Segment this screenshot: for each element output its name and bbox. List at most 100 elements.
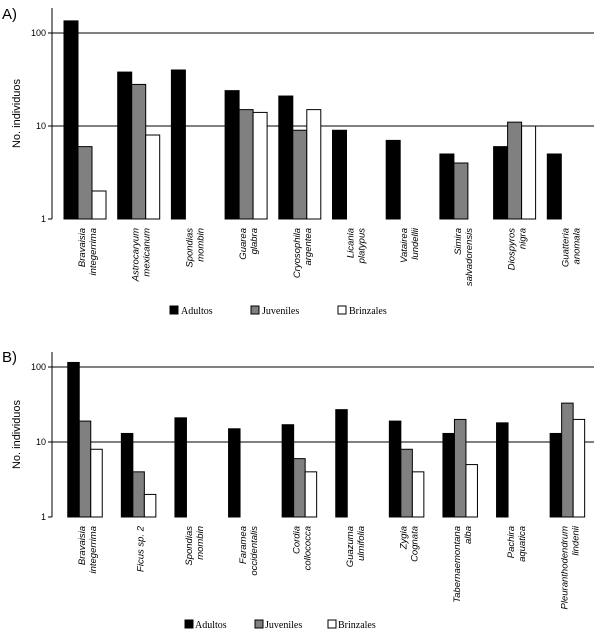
category-label: Cordiacollococca [291,526,313,570]
category-label-line: Diospyros [507,228,518,270]
bar-brinzales [90,448,103,518]
bar-juveniles [292,129,308,220]
legend-label: Juveniles [265,620,302,631]
bar-brinzales [304,471,318,518]
panel-label: A) [2,6,17,23]
category-label-line: Licania [346,228,357,258]
bar-adultos [493,146,509,220]
panel-label: B) [2,349,17,366]
category-label: Guatteriaanomala [560,228,582,267]
category-label-line: argentea [303,228,314,266]
bar-adultos [170,69,186,220]
category-label-line: Pleuranthodendrum [559,526,570,610]
category-label: Ficus sp. 2 [136,525,147,572]
category-label: Guareaglabra [238,228,260,260]
category-label: Guazumaulmifolia [345,526,367,567]
category-label-line: integerrima [88,526,99,574]
category-label-line: Tabernaemontana [452,526,463,603]
bar-adultos [388,420,402,518]
category-label-line: platypus [357,228,368,265]
bar-juveniles [132,471,145,518]
bar-brinzales [572,418,586,518]
category-label: Spondiasmombin [184,526,206,566]
category-label: Pachiraaquatica [506,526,528,562]
y-tick-label: 100 [31,28,46,38]
y-axis-label: No. individuos [11,399,23,469]
legend: Adultos Juveniles Brinzales [169,305,387,317]
bar-adultos [63,20,79,220]
category-label: Vatairealundellii [399,227,421,263]
category-label-line: occidentalis [249,526,260,576]
bar-adultos [332,129,347,220]
bar-adultos [228,428,241,518]
category-label-line: Guatteria [560,228,571,267]
bar-juveniles [453,162,469,220]
category-label-line: Guazuma [345,526,356,567]
bar-juveniles [131,83,147,220]
category-label-line: lundellii [410,227,421,260]
category-label-line: glabra [249,228,260,254]
bar-brinzales [521,125,537,220]
category-label: Spondiasmombin [184,228,206,268]
category-label-line: Spondias [184,228,195,268]
bar-brinzales [411,471,425,518]
bar-brinzales [465,464,478,518]
category-label-line: Guarea [238,228,249,260]
y-tick-label: 10 [36,437,46,447]
bar-juveniles [293,458,306,518]
category-label-line: Cordia [291,526,302,554]
category-label-line: mombin [195,228,206,262]
category-label-line: Bravaisia [77,526,88,565]
category-label-line: mombin [195,526,206,560]
legend-swatch [250,305,260,315]
y-tick-label: 1 [41,512,46,522]
category-label: Astrocaryummexicanum [131,228,153,282]
legend-label: Brinzales [338,620,376,631]
category-label-line: Cryosophila [292,228,303,278]
bar-brinzales [91,190,107,220]
category-label-line: aquatica [517,526,528,562]
category-label: Pleuranthodendrumlindenii [559,525,581,609]
category-label-line: Zygia [399,526,410,550]
bar-adultos [224,90,240,220]
bar-adultos [496,422,509,518]
y-tick-label: 10 [36,121,46,131]
bar-brinzales [143,493,157,518]
bar-adultos [67,361,80,518]
chart-panel-1: A) 1 10 100 No. individuos Bravaisiaintegerri… [2,6,594,317]
bar-adultos [546,153,562,220]
bar-brinzales [306,109,322,220]
bar-brinzales [252,111,268,220]
category-label: Licaniaplatypus [346,228,368,265]
legend-swatch [337,305,347,315]
category-label-line: lindenii [570,525,581,555]
bar-juveniles [77,146,93,220]
category-label-line: nigra [518,228,529,249]
legend: Adultos Juveniles Brinzales [184,619,376,631]
category-label-line: salvadorensis [464,228,475,286]
category-label-line: alba [463,526,474,544]
chart-panel-2: B) 1 10 100 No. individuos Bravaisiaintegerri… [2,349,594,631]
category-label: Tabernaemontanaalba [452,526,474,603]
category-label: Simirasalvadorensis [453,228,475,286]
legend-swatch [254,619,264,629]
bar-juveniles [78,420,92,518]
bar-adultos [281,424,295,518]
bar-juveniles [561,402,574,518]
category-label-line: integerrima [88,228,99,276]
y-tick-label: 1 [41,214,46,224]
category-label: Cryosophilaargentea [292,228,314,278]
legend-label: Juveniles [262,306,299,317]
category-label-line: mexicanum [142,228,153,277]
category-label: Bravaisiaintegerrima [77,228,99,276]
bar-adultos [442,432,455,518]
bar-adultos [278,95,294,220]
legend-swatch [184,619,194,629]
category-label-line: Pachira [506,526,517,558]
y-tick-label: 100 [31,362,46,372]
bar-adultos [439,153,455,220]
category-label-line: Astrocaryum [131,228,142,282]
legend-label: Adultos [181,306,213,317]
bar-juveniles [453,418,467,518]
